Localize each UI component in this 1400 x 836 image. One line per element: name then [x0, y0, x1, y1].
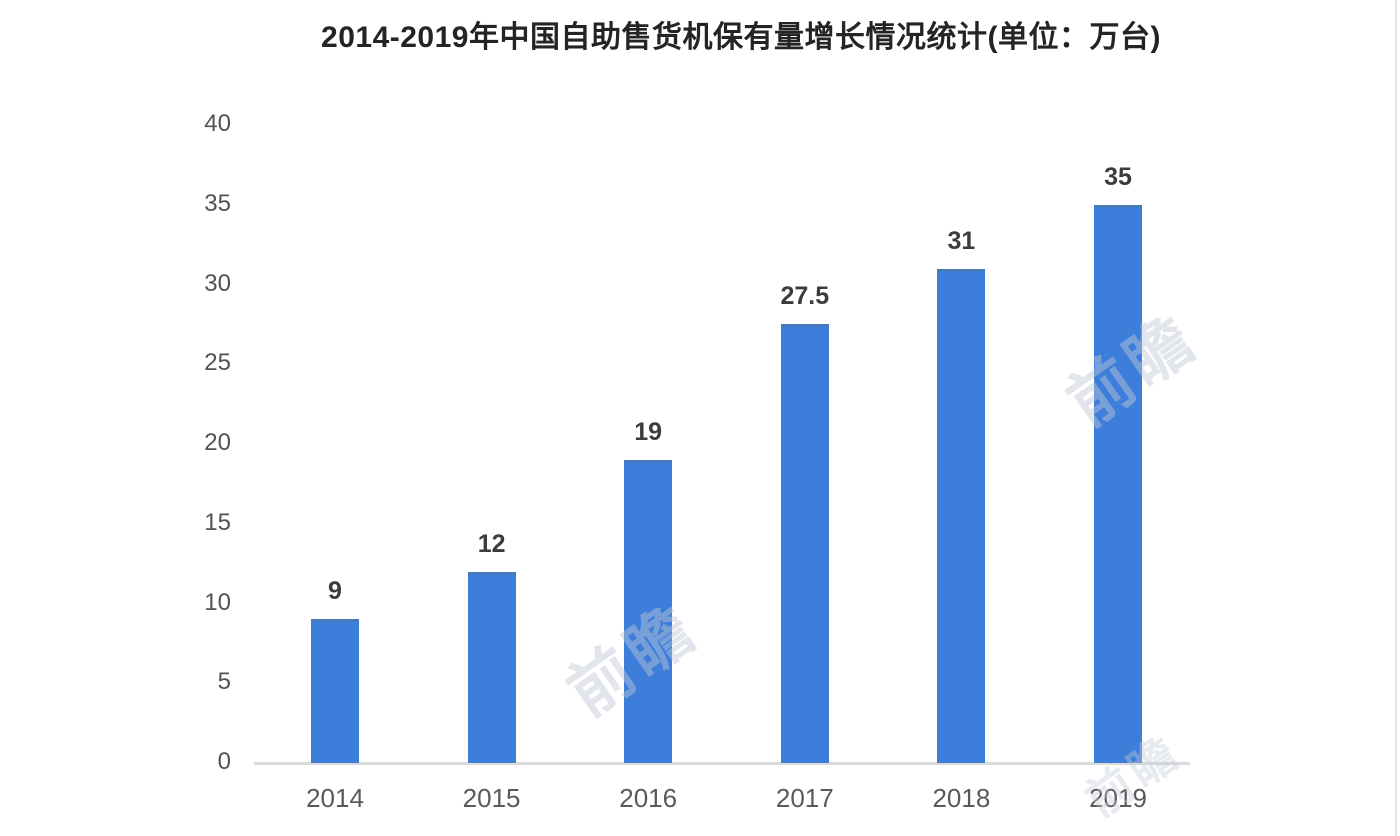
y-tick-label: 40 [204, 110, 231, 137]
y-tick-label: 5 [217, 668, 231, 696]
bar-2014 [311, 619, 359, 763]
bar-value-label: 31 [947, 226, 976, 255]
bar-value-label: 12 [477, 529, 506, 558]
y-tick-label: 15 [204, 508, 231, 536]
y-tick-label: 10 [204, 588, 231, 616]
y-tick-label: 35 [204, 189, 231, 217]
bar-2019 [1094, 204, 1142, 763]
x-tick-label: 2015 [462, 783, 521, 813]
bar-2016 [624, 459, 673, 763]
y-tick-label: 0 [217, 748, 231, 775]
bar-value-label: 27.5 [780, 282, 830, 311]
y-tick-label: 20 [204, 429, 231, 456]
x-tick-label: 2019 [1089, 783, 1147, 813]
y-tick-label: 30 [204, 269, 231, 297]
x-tick-label: 2017 [775, 783, 834, 813]
bar-2017 [780, 324, 829, 763]
x-tick-label: 2014 [306, 783, 364, 813]
bar-value-label: 35 [1104, 162, 1132, 191]
bar-2018 [937, 268, 986, 763]
chart-title: 2014-2019年中国自助售货机保有量增长情况统计(单位：万台) [321, 21, 1161, 54]
x-tick-label: 2016 [619, 783, 678, 813]
x-axis-line [254, 762, 1190, 765]
y-tick-label: 25 [204, 349, 231, 377]
bar-value-label: 9 [328, 577, 342, 606]
x-tick-label: 2018 [932, 783, 991, 813]
bar-2015 [467, 571, 516, 763]
bar-value-label: 19 [634, 417, 663, 446]
right-edge-line [1395, 0, 1397, 836]
